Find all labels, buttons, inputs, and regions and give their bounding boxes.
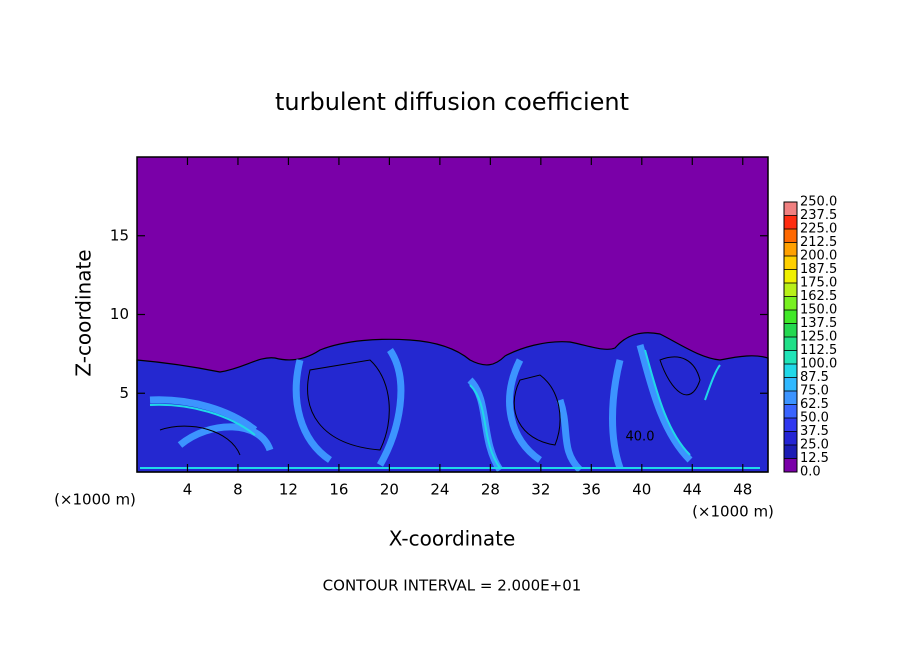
colorbar-segment	[784, 215, 797, 229]
colorbar-label: 50.0	[800, 411, 829, 426]
x-tick-label: 48	[733, 481, 752, 499]
colorbar-segment	[784, 269, 797, 283]
colorbar-label: 100.0	[800, 357, 837, 372]
colorbar-segment	[784, 350, 797, 364]
colorbar-label: 125.0	[800, 330, 837, 345]
colorbar-label: 212.5	[800, 235, 837, 250]
x-tick-label: 20	[380, 481, 399, 499]
colorbar-segment	[784, 242, 797, 256]
colorbar-label: 12.5	[800, 451, 829, 466]
x-tick-label: 40	[632, 481, 651, 499]
y-unit-label: (×1000 m)	[54, 491, 136, 509]
colorbar-segment	[784, 404, 797, 418]
colorbar-label: 37.5	[800, 424, 829, 439]
colorbar-label: 237.5	[800, 208, 837, 223]
colorbar-label: 137.5	[800, 316, 837, 331]
colorbar-segment	[784, 418, 797, 432]
colorbar-label: 62.5	[800, 397, 829, 412]
colorbar-label: 25.0	[800, 438, 829, 453]
x-unit-label: (×1000 m)	[692, 503, 774, 521]
colorbar-segment	[784, 256, 797, 270]
colorbar-segment	[784, 458, 797, 472]
y-tick-label: 10	[110, 305, 129, 323]
field-contour	[159, 356, 701, 456]
x-tick-label: 32	[531, 481, 550, 499]
y-axis-label: Z-coordinate	[72, 249, 96, 376]
colorbar-label: 75.0	[800, 384, 829, 399]
colorbar-segment	[784, 364, 797, 378]
colorbar-segment	[784, 310, 797, 324]
y-tick-label: 15	[110, 226, 129, 244]
y-tick-label: 5	[119, 384, 129, 402]
colorbar-segment	[784, 283, 797, 297]
colorbar-segment	[784, 377, 797, 391]
x-tick-label: 4	[183, 481, 193, 499]
x-tick-label: 8	[233, 481, 243, 499]
x-tick-label: 16	[329, 481, 348, 499]
colorbar-label: 187.5	[800, 262, 837, 277]
x-axis-label: X-coordinate	[389, 527, 516, 551]
colorbar-label: 0.0	[800, 465, 821, 480]
colorbar-segment	[784, 229, 797, 243]
colorbar-label: 225.0	[800, 222, 837, 237]
x-tick-label: 44	[683, 481, 702, 499]
colorbar-segment	[784, 431, 797, 445]
colorbar-label: 150.0	[800, 303, 837, 318]
x-tick-label: 36	[582, 481, 601, 499]
contour-label: 40.0	[626, 430, 655, 445]
x-tick-label: 24	[430, 481, 449, 499]
field	[136, 157, 769, 473]
chart-title: turbulent diffusion coefficient	[275, 88, 629, 116]
colorbar-segment	[784, 445, 797, 459]
field-streak	[140, 349, 760, 469]
colorbar-segment	[784, 296, 797, 310]
colorbar-label: 112.5	[800, 343, 837, 358]
colorbar-label: 87.5	[800, 370, 829, 385]
colorbar-segment	[784, 391, 797, 405]
x-tick-label: 28	[481, 481, 500, 499]
colorbar-label: 250.0	[800, 195, 837, 210]
x-tick-label: 12	[279, 481, 298, 499]
colorbar-segment	[784, 337, 797, 351]
colorbar-label: 200.0	[800, 249, 837, 264]
colorbar-segment	[784, 323, 797, 337]
colorbar-label: 162.5	[800, 289, 837, 304]
footer-note: CONTOUR INTERVAL = 2.000E+01	[323, 577, 582, 595]
colorbar-segment	[784, 202, 797, 216]
colorbar-label: 175.0	[800, 276, 837, 291]
